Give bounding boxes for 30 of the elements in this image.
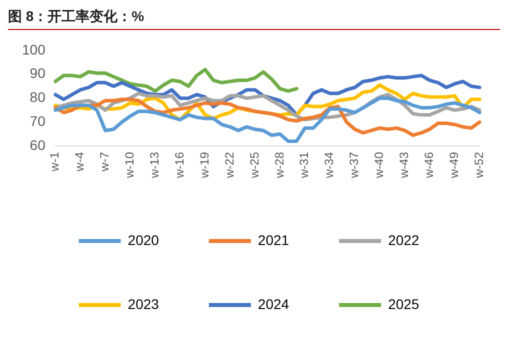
- y-tick-label: 90: [30, 65, 46, 82]
- x-tick-label: w-31: [297, 152, 312, 180]
- x-tick-label: w-43: [397, 152, 412, 180]
- x-tick-label: w-52: [472, 152, 486, 180]
- legend-label: 2020: [128, 232, 160, 248]
- y-tick-label: 80: [30, 89, 46, 106]
- legend-label: 2021: [258, 232, 290, 248]
- legend-label: 2025: [388, 296, 420, 312]
- y-tick-label: 60: [30, 136, 46, 153]
- x-tick-label: w-7: [98, 152, 112, 172]
- legend-label: 2023: [128, 296, 160, 312]
- x-tick-label: w-28: [272, 152, 286, 180]
- x-tick-label: w-13: [147, 152, 162, 180]
- x-tick-label: w-40: [372, 152, 386, 180]
- y-tick-label: 100: [22, 41, 46, 58]
- x-tick-label: w-25: [247, 152, 262, 180]
- x-tick-label: w-19: [197, 152, 212, 180]
- x-tick-label: w-1: [48, 152, 62, 172]
- x-tick-label: w-4: [72, 152, 87, 172]
- y-tick-label: 70: [30, 112, 46, 129]
- legend-label: 2022: [388, 232, 420, 248]
- chart-title: 图 8：开工率变化：%: [8, 8, 500, 30]
- x-tick-label: w-16: [172, 152, 186, 180]
- x-tick-label: w-10: [122, 152, 137, 180]
- x-tick-label: w-46: [422, 152, 436, 180]
- x-tick-label: w-37: [347, 152, 362, 180]
- legend-label: 2024: [258, 296, 290, 312]
- x-tick-label: w-49: [446, 152, 461, 180]
- x-tick-label: w-22: [222, 152, 236, 180]
- x-tick-label: w-34: [322, 152, 336, 180]
